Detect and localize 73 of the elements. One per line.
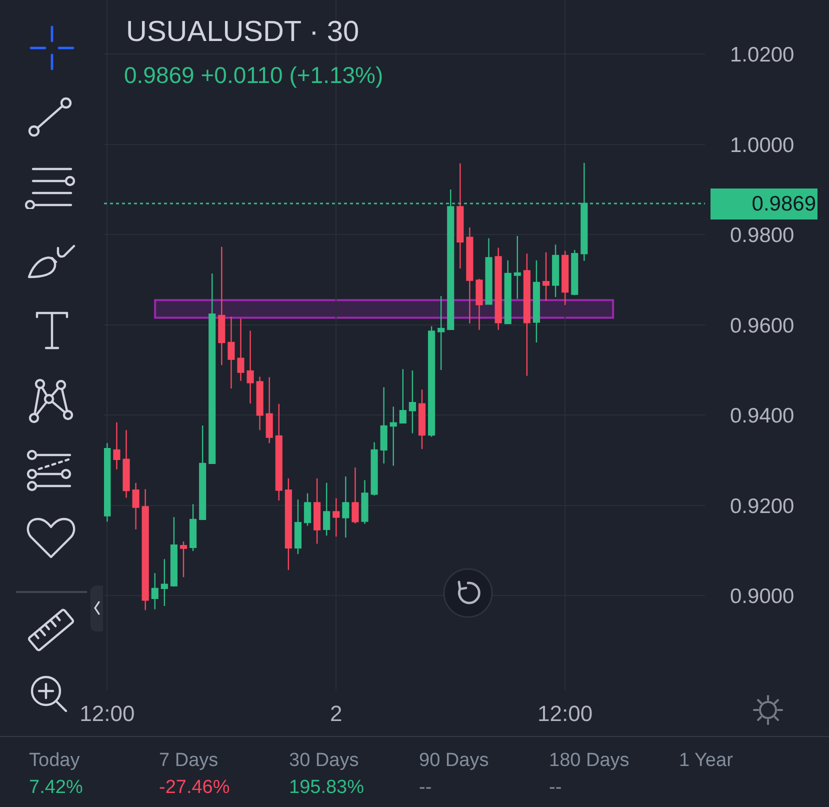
candlestick xyxy=(237,318,244,382)
text: -- xyxy=(549,777,562,798)
y-tick-label: 1.0200 xyxy=(730,44,794,66)
x-tick-label: 2 xyxy=(330,701,342,726)
candlestick xyxy=(399,368,406,424)
candlestick xyxy=(314,478,321,544)
candlestick xyxy=(552,244,560,298)
candlestick xyxy=(466,226,474,324)
candlestick xyxy=(523,253,530,377)
text: 195.83% xyxy=(289,777,364,798)
candlestick xyxy=(218,246,226,366)
text: 7 Days xyxy=(159,750,218,771)
text: 0.9869 +0.0110 (+1.13%) xyxy=(124,62,384,88)
y-tick-label: 1.0000 xyxy=(730,134,794,157)
text: 90 Days xyxy=(419,750,489,771)
candlestick xyxy=(532,260,540,344)
candlestick xyxy=(438,295,445,371)
candlestick xyxy=(104,442,111,522)
candlestick xyxy=(275,403,282,502)
candlestick xyxy=(122,429,130,498)
y-tick-label: 0.9200 xyxy=(730,494,794,518)
y-tick-label: 0.9800 xyxy=(730,224,794,248)
candlestick xyxy=(304,492,312,526)
candlestick xyxy=(170,516,178,588)
candlestick xyxy=(199,424,206,520)
text: 180 Days xyxy=(549,750,630,771)
candlestick xyxy=(390,406,397,466)
y-tick-label: 0.9000 xyxy=(730,585,794,608)
candlestick xyxy=(246,330,254,404)
candlestick xyxy=(190,503,197,552)
text: Today xyxy=(29,750,80,771)
candlestick xyxy=(142,488,149,611)
candlestick xyxy=(542,252,550,302)
candlestick xyxy=(332,498,340,538)
text: USUALUSDT · 30 xyxy=(126,16,360,48)
ref-line-label: 0.9869 xyxy=(752,192,816,216)
candlestick xyxy=(342,476,350,538)
text: 1 Year xyxy=(679,750,733,771)
candlestick xyxy=(408,370,416,434)
candlestick xyxy=(266,376,273,444)
candlestick xyxy=(514,235,521,300)
candlestick xyxy=(571,249,578,296)
candlestick xyxy=(485,238,492,305)
candlestick xyxy=(380,386,388,464)
candlestick xyxy=(323,482,330,536)
x-tick-label: 12:00 xyxy=(80,701,135,726)
text: -27.46% xyxy=(159,777,230,798)
candlestick xyxy=(352,466,359,524)
y-tick-label: 0.9600 xyxy=(730,314,794,338)
text: -- xyxy=(419,777,432,798)
text: 30 Days xyxy=(289,750,359,771)
candlestick xyxy=(294,498,302,555)
y-tick-label: 0.9400 xyxy=(730,404,794,428)
x-tick-label: 12:00 xyxy=(538,701,593,726)
candlestick xyxy=(132,482,140,530)
candlestick xyxy=(361,480,368,525)
candlestick xyxy=(180,540,188,578)
candlestick xyxy=(494,247,502,330)
text: 7.42% xyxy=(29,777,83,798)
candlestick xyxy=(284,478,292,571)
candlestick xyxy=(370,442,378,496)
candlestick xyxy=(151,572,158,610)
candlestick xyxy=(418,388,426,450)
candlestick xyxy=(428,326,436,438)
candlestick xyxy=(160,558,168,607)
candlestick xyxy=(476,278,483,330)
candlestick xyxy=(456,162,464,270)
candlestick xyxy=(256,376,264,431)
candlestick xyxy=(562,250,569,306)
candlestick xyxy=(113,422,120,470)
candlestick xyxy=(504,260,512,325)
candlestick xyxy=(228,316,235,390)
candlestick xyxy=(208,272,216,464)
